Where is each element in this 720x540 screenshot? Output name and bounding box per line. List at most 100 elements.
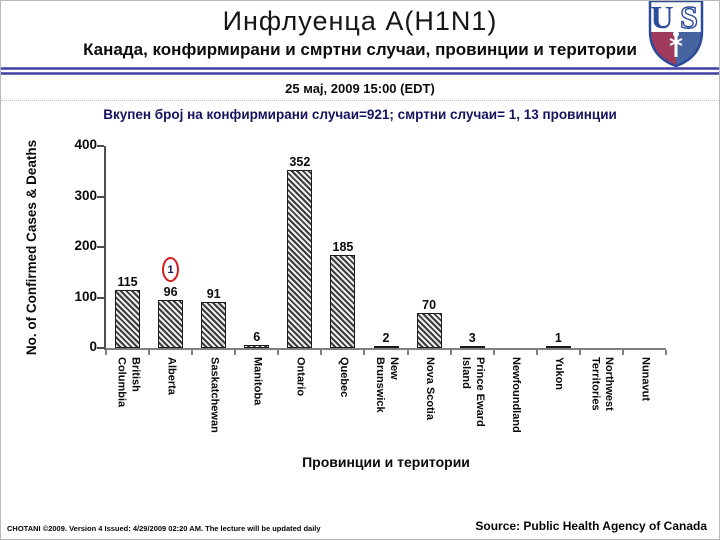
bar-slot: 70	[408, 146, 451, 349]
bar-slot: 1	[537, 146, 580, 349]
bar-slot: 91	[192, 146, 235, 349]
bar-value-label: 2	[382, 331, 390, 346]
divider	[1, 67, 719, 76]
bar	[287, 170, 313, 349]
x-tick-mark	[105, 350, 107, 356]
x-axis-title: Провинции и територии	[302, 454, 470, 471]
x-tick-mark	[363, 350, 366, 356]
header: Инфлуенца А(H1N1) Канада, конфирмирани и…	[1, 1, 719, 68]
x-tick-label-text: Nunavut	[639, 357, 652, 402]
x-tick-label-text: British Columbia	[115, 357, 142, 408]
svg-text:S: S	[680, 1, 698, 35]
x-tick-label-text: Northwest Territories	[589, 357, 616, 411]
x-tick-label: Nunavut	[623, 357, 666, 469]
x-tick-label: Ontario	[278, 357, 321, 469]
page-subtitle: Канада, конфирмирани и смртни случаи, пр…	[83, 40, 637, 60]
x-tick-label: Yukon	[537, 357, 580, 469]
bar-slot: 185	[321, 146, 364, 349]
x-tick-label: Manitoba	[235, 357, 278, 469]
bar	[201, 302, 227, 349]
x-tick-mark	[148, 350, 151, 356]
bar-value-label: 115	[117, 275, 138, 290]
shield-icon: U S	[648, 1, 704, 68]
x-tick-label: Newfoundland	[494, 357, 537, 469]
y-tick-label: 100	[74, 288, 97, 304]
x-tick-label-text: Nova Scotia	[423, 357, 436, 421]
date-line: 25 мај, 2009 15:00 (EDT)	[1, 75, 719, 102]
bar	[545, 346, 571, 349]
y-tick-label: 300	[74, 187, 97, 203]
bar-slot: 2	[364, 146, 407, 349]
bar-slot: 1 96	[149, 146, 192, 349]
x-tick-mark	[320, 350, 323, 356]
bar-slot: 352	[278, 146, 321, 349]
x-tick-label-text: Yukon	[553, 357, 566, 391]
bar	[330, 255, 356, 349]
x-tick-label: Nova Scotia	[408, 357, 451, 469]
bar-slot	[494, 146, 537, 348]
x-tick-label-text: Alberta	[165, 357, 178, 395]
x-tick-label: Northwest Territories	[580, 357, 623, 469]
y-axis-title-text: No. of Confirmed Cases & Deaths	[24, 139, 40, 355]
y-tick-label: 400	[74, 137, 97, 153]
bar-value-label: 70	[422, 298, 437, 313]
y-tick-mark	[97, 145, 104, 148]
y-tick-mark	[97, 347, 104, 350]
x-tick-label: Saskatchewan	[192, 357, 235, 469]
x-tick-label-text: Manitoba	[251, 357, 264, 406]
x-tick-mark	[492, 350, 495, 356]
y-tick-mark	[97, 195, 104, 198]
x-tick-label-text: Quebec	[337, 357, 350, 398]
y-axis-title: No. of Confirmed Cases & Deaths	[15, 139, 49, 354]
bar-chart: No. of Confirmed Cases & Deaths 115 1 96 91…	[1, 126, 719, 478]
bar	[244, 345, 270, 349]
bar-value-label: 185	[332, 240, 354, 255]
bar	[115, 290, 141, 349]
x-tick-mark	[535, 350, 538, 356]
bar-value-label: 1	[554, 331, 562, 346]
bar-value-label: 91	[206, 287, 221, 302]
bar-value-label: 3	[468, 331, 476, 346]
x-tick-label: Prince Eward Island	[451, 357, 494, 469]
copyright-note: CHOTANI ©2009. Version 4 Issued: 4/29/20…	[7, 524, 321, 533]
x-tick-label-text: Ontario	[294, 357, 307, 397]
death-count-annotation: 1	[162, 257, 180, 283]
usu-shield-logo: U S	[646, 1, 706, 68]
bar	[373, 346, 399, 349]
x-tick-label: Quebec	[321, 357, 364, 469]
divider-line-top	[1, 67, 719, 71]
x-tick-mark	[191, 350, 194, 356]
x-tick-mark	[449, 350, 452, 356]
bar-slot: 3	[451, 146, 494, 349]
y-tick-mark	[97, 296, 104, 299]
chart-title: Вкупен број на конфирмирани случаи=921; …	[103, 107, 617, 123]
page-title: Инфлуенца А(H1N1)	[222, 6, 498, 36]
x-tick-label-text: Saskatchewan	[208, 357, 221, 433]
bar	[416, 313, 442, 349]
x-tick-mark	[406, 350, 409, 356]
bar-slot: 115	[106, 146, 149, 349]
y-tick-mark	[97, 246, 104, 249]
x-tick-label-text: New Brunswick	[374, 357, 400, 413]
bar-value-label: 6	[253, 330, 261, 345]
bar-slot	[580, 146, 623, 348]
bars-row: 115 1 96 91 6 352 185 2 70 3 1	[106, 146, 666, 349]
x-tick-label-text: Newfoundland	[510, 357, 523, 433]
bar	[459, 346, 485, 349]
x-tick-label: British Columbia	[106, 357, 149, 469]
x-tick-mark	[234, 350, 237, 356]
bar	[158, 300, 184, 349]
x-tick-label: Alberta	[149, 357, 192, 469]
divider-line-bottom	[1, 72, 719, 76]
plot-area: 115 1 96 91 6 352 185 2 70 3 1	[104, 146, 666, 351]
svg-text:U: U	[650, 1, 673, 35]
y-tick-label: 0	[89, 339, 97, 355]
bar-value-label: 352	[289, 155, 311, 170]
x-tick-label-text: Prince Eward Island	[460, 357, 486, 427]
y-tick-label: 200	[74, 238, 97, 254]
bar-value-label: 96	[163, 285, 178, 300]
bar-slot	[623, 146, 666, 348]
x-tick-mark	[578, 350, 581, 356]
x-tick-labels: British Columbia Alberta Saskatchewan Manit…	[106, 357, 666, 469]
